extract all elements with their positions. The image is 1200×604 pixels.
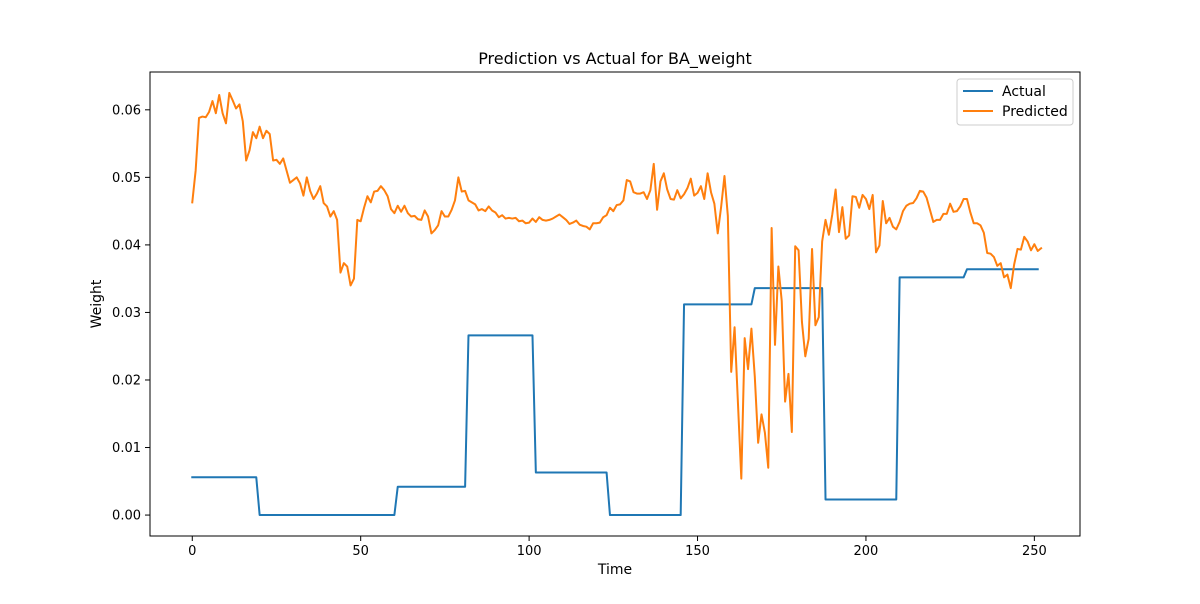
chart-title: Prediction vs Actual for BA_weight bbox=[478, 49, 752, 69]
y-tick-label: 0.03 bbox=[112, 306, 141, 321]
series-line-predicted bbox=[191, 91, 1043, 480]
x-axis: 0 50 100 150 200 250 bbox=[188, 536, 1047, 559]
x-tick-label: 150 bbox=[685, 544, 710, 559]
y-tick-label: 0.05 bbox=[112, 171, 141, 186]
x-tick-label: 50 bbox=[352, 544, 369, 559]
x-tick-label: 200 bbox=[854, 544, 879, 559]
axes-frame bbox=[149, 71, 1081, 537]
series-line-actual bbox=[191, 268, 1039, 517]
y-tick-label: 0.06 bbox=[112, 103, 141, 118]
x-tick-label: 250 bbox=[1022, 544, 1047, 559]
plot-area bbox=[149, 71, 1081, 537]
legend-label-predicted: Predicted bbox=[1002, 104, 1068, 120]
y-axis: 0.00 0.01 0.02 0.03 0.04 0.05 0.06 bbox=[112, 103, 150, 524]
y-tick-label: 0.02 bbox=[112, 373, 141, 388]
y-tick-label: 0.01 bbox=[112, 441, 141, 456]
x-tick-label: 0 bbox=[188, 544, 196, 559]
x-tick-label: 100 bbox=[517, 544, 542, 559]
y-tick-label: 0.00 bbox=[112, 509, 141, 524]
y-tick-label: 0.04 bbox=[112, 238, 141, 253]
x-axis-label: Time bbox=[597, 562, 632, 578]
axes-background bbox=[150, 72, 1080, 536]
legend-label-actual: Actual bbox=[1002, 84, 1046, 100]
legend: Actual Predicted bbox=[956, 78, 1074, 126]
y-axis-label: Weight bbox=[89, 279, 105, 328]
series-layer bbox=[191, 91, 1043, 517]
